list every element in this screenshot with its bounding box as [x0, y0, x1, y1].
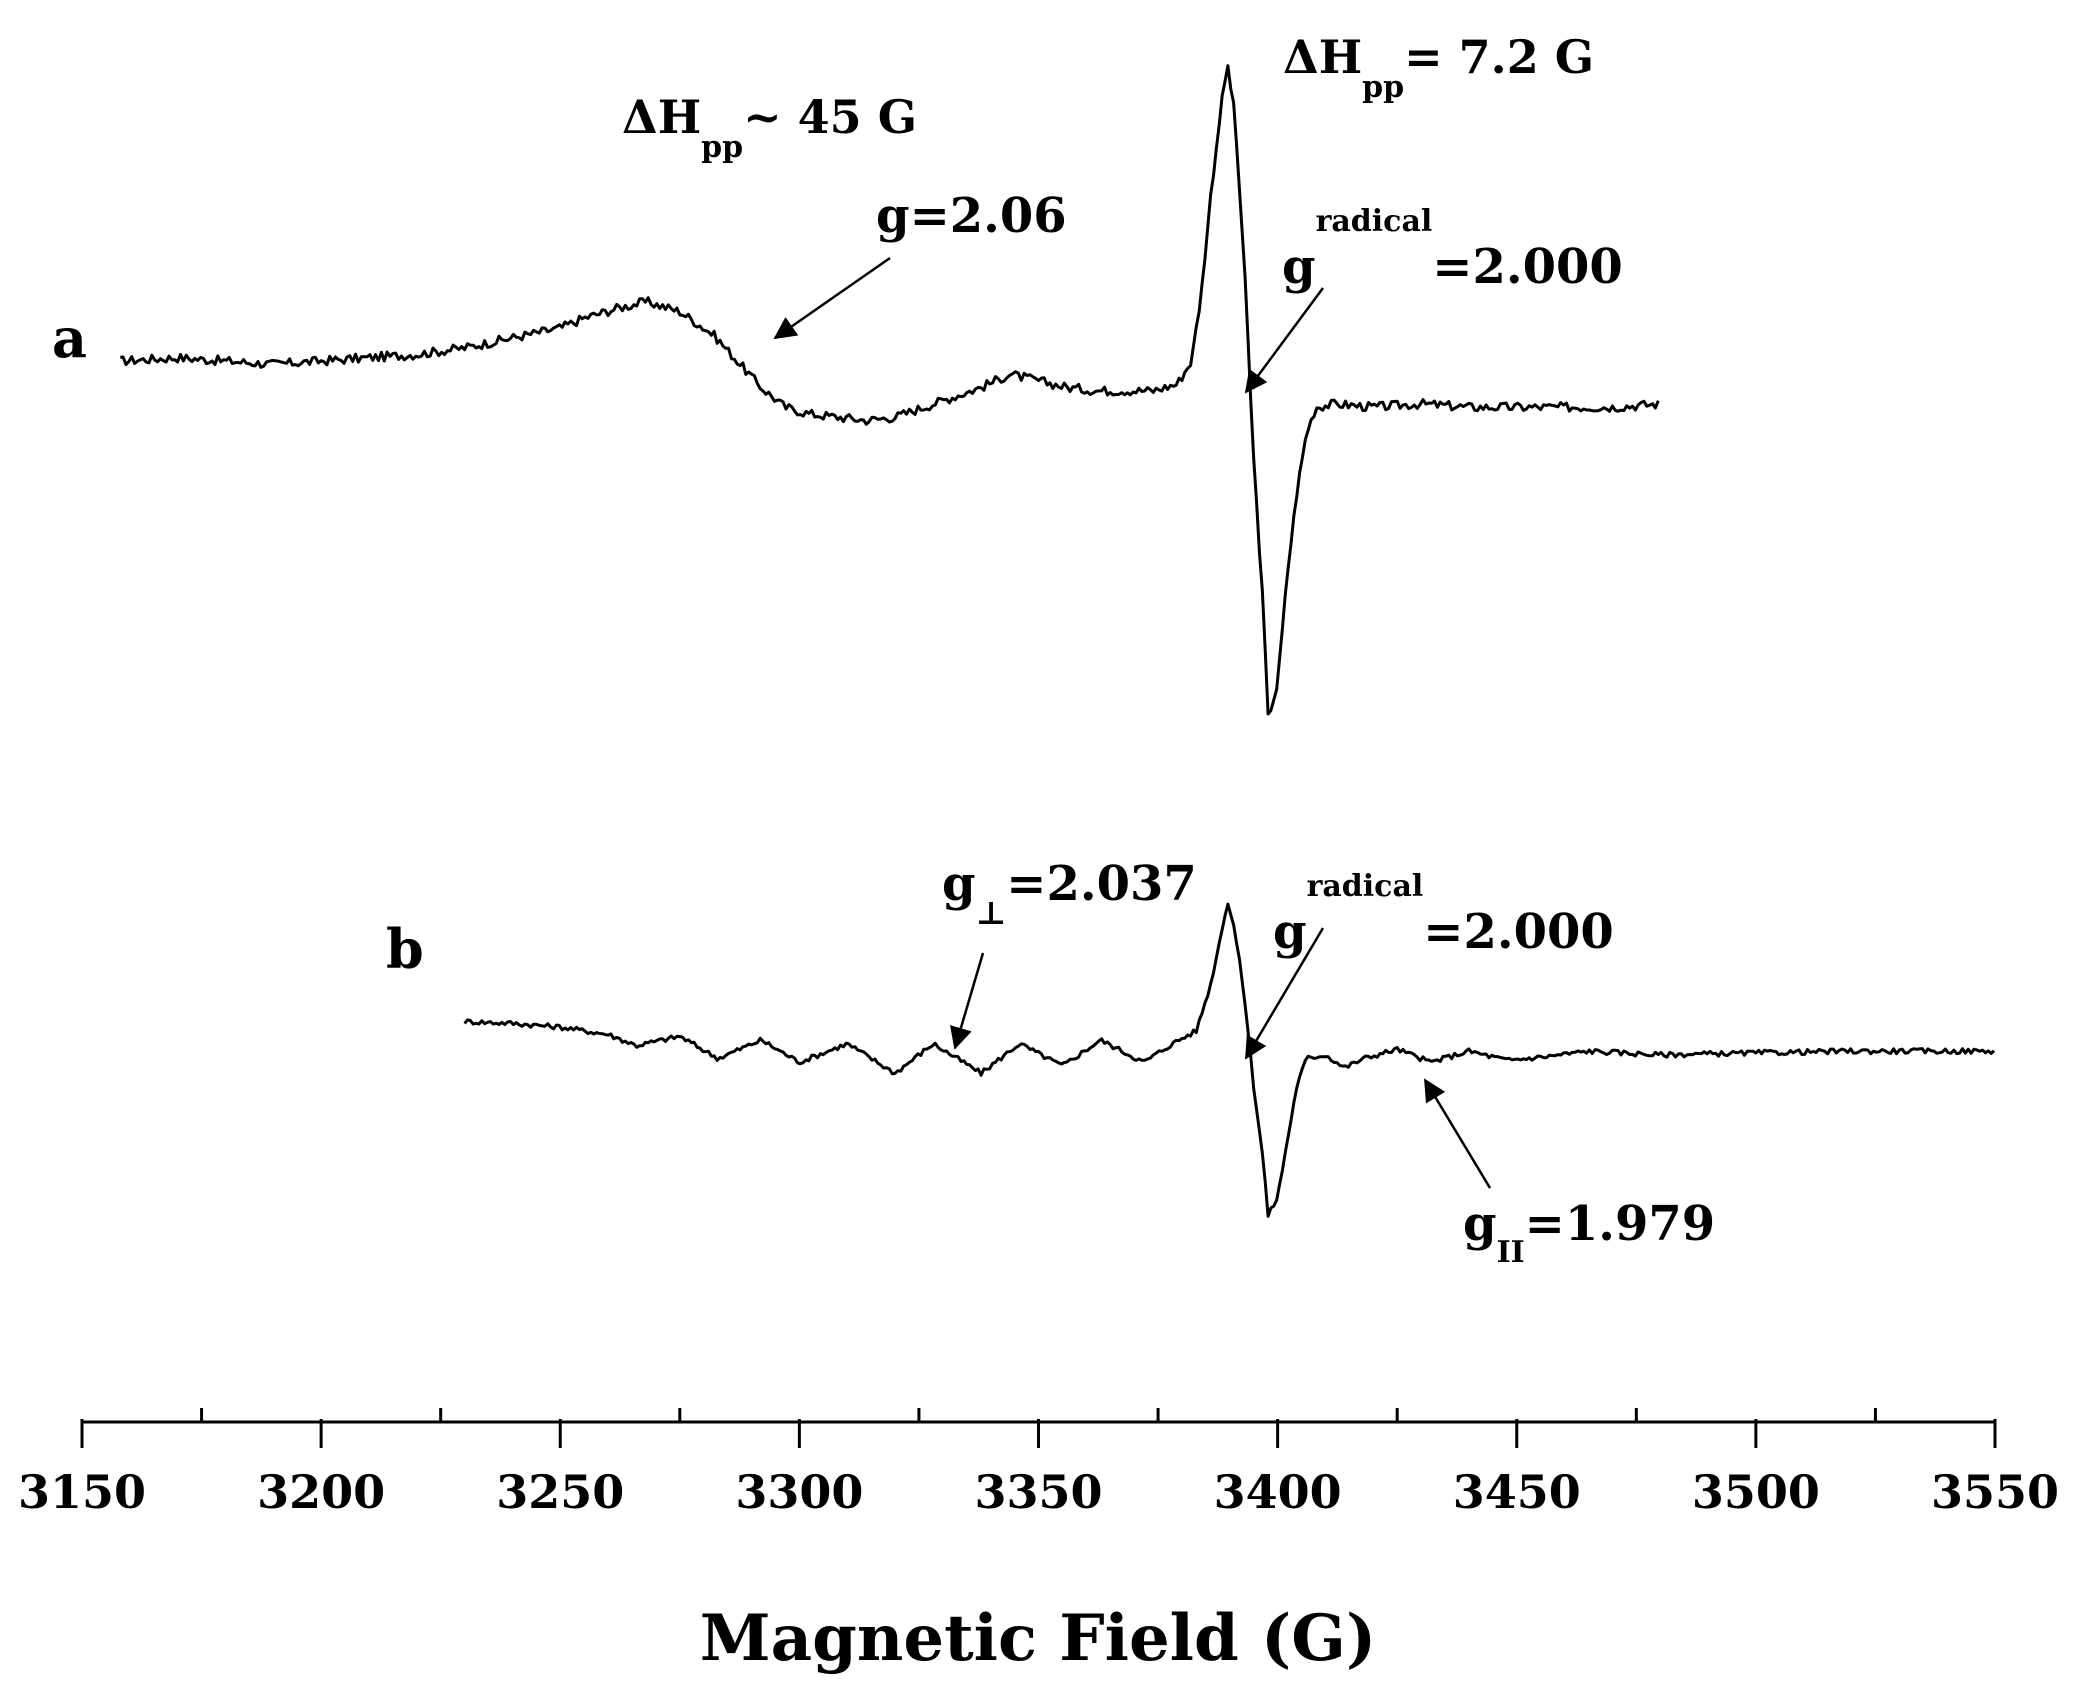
annotation-linewidth-broad: ΔHpp~ 45 G: [622, 90, 917, 165]
arrow-g-radical-a: [1244, 287, 1325, 394]
x-tick-label-3250: 3250: [496, 1465, 624, 1519]
arrow-g-perp: [950, 952, 985, 1050]
x-tick-label-3150: 3150: [18, 1465, 146, 1519]
spectrum-traces: [120, 64, 1996, 1218]
x-axis: 3150 3200 3250 3300 3350 3400 3450 3500 3550: [18, 1408, 2059, 1519]
annotation-arrows: [773, 256, 1492, 1189]
x-tick-label-3400: 3400: [1214, 1465, 1342, 1519]
annotation-g-radical-b: gradical=2.000: [1273, 869, 1614, 960]
x-axis-ticks: 3150 3200 3250 3300 3350 3400 3450 3500 3550: [18, 1408, 2059, 1519]
x-tick-label-3550: 3550: [1931, 1465, 2059, 1519]
annotation-linewidth-radical: ΔHpp= 7.2 G: [1283, 30, 1594, 105]
annotation-g-perp: g⊥=2.037: [942, 856, 1197, 932]
series-label-b: b: [386, 917, 424, 981]
series-line-a: [120, 64, 1660, 716]
arrow-g-radical-b: [1244, 927, 1325, 1060]
x-tick-label-3300: 3300: [735, 1465, 863, 1519]
x-axis-title: Magnetic Field (G): [700, 1601, 1376, 1676]
x-tick-label-3450: 3450: [1453, 1465, 1581, 1519]
arrow-g-broad: [773, 256, 891, 340]
annotation-g-broad: g=2.06: [876, 188, 1067, 244]
x-tick-label-3200: 3200: [257, 1465, 385, 1519]
x-tick-label-3350: 3350: [974, 1465, 1102, 1519]
annotation-g-parallel: gII=1.979: [1463, 1196, 1715, 1270]
x-tick-label-3500: 3500: [1692, 1465, 1820, 1519]
arrow-g-parallel: [1423, 1078, 1492, 1189]
annotation-g-radical-a: gradical=2.000: [1282, 204, 1623, 295]
series-line-b: [463, 902, 1996, 1218]
series-label-a: a: [52, 306, 87, 370]
